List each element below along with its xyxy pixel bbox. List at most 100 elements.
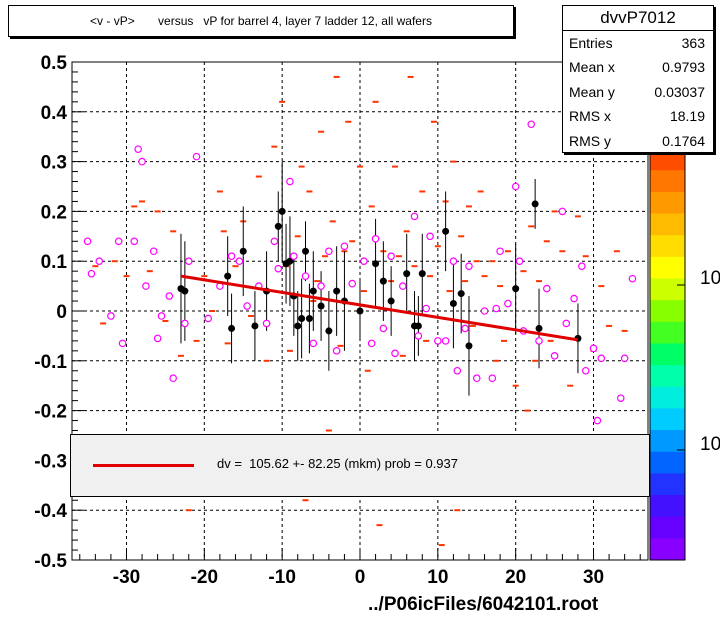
profile-point <box>239 247 247 255</box>
y-tick-label: -0.2 <box>34 402 67 423</box>
profile-point <box>465 342 473 350</box>
y-tick-label: 0.4 <box>41 103 68 124</box>
stats-value: 18.19 <box>669 108 705 125</box>
open-marker <box>243 302 251 310</box>
open-marker <box>181 319 189 328</box>
profile-point <box>387 297 395 305</box>
profile-point <box>325 327 333 335</box>
open-marker <box>235 257 244 266</box>
profile-point <box>317 302 325 310</box>
profile-point <box>333 287 341 295</box>
open-marker <box>543 284 551 293</box>
stats-value: 0.9793 <box>662 59 705 76</box>
stats-label: Entries <box>569 35 613 51</box>
open-marker <box>114 237 123 246</box>
open-marker <box>441 337 450 345</box>
open-marker <box>535 337 543 345</box>
x-tick-label: -10 <box>268 567 295 588</box>
open-marker <box>107 312 115 320</box>
stats-label: RMS y <box>569 132 611 149</box>
palette-swatch <box>650 191 685 215</box>
open-marker <box>270 237 279 246</box>
palette-swatch <box>650 430 685 453</box>
file-path-label: ../P06icFiles/6042101.root <box>368 594 599 615</box>
open-marker <box>157 312 166 320</box>
x-tick-label: 0 <box>355 567 366 588</box>
stats-value: 0.03037 <box>654 83 705 100</box>
palette-swatch <box>650 386 685 409</box>
open-marker <box>301 272 310 280</box>
open-marker <box>628 274 637 283</box>
profile-point <box>512 285 520 293</box>
profile-point <box>442 227 450 235</box>
open-marker <box>165 292 174 300</box>
y-tick-label: 0.2 <box>41 202 67 223</box>
stats-label: RMS x <box>569 108 611 125</box>
open-marker <box>550 352 559 360</box>
open-marker <box>204 314 213 323</box>
open-marker <box>616 394 625 402</box>
x-tick-label: -30 <box>113 567 140 588</box>
profile-point <box>274 222 282 230</box>
profile-point <box>356 307 364 315</box>
open-marker <box>332 347 341 355</box>
palette-swatch <box>650 213 685 236</box>
open-marker <box>488 374 497 383</box>
stats-row-mean-x: Mean x 0.9793 <box>563 55 713 79</box>
palette-label-upper: 10 <box>700 268 720 289</box>
y-tick-label: 0 <box>56 302 67 323</box>
profile-point <box>298 314 306 322</box>
open-marker <box>480 307 489 315</box>
profile-point <box>414 322 422 330</box>
profile-point <box>403 270 411 278</box>
open-marker <box>227 252 236 261</box>
profile-point <box>278 207 286 215</box>
open-marker <box>578 262 586 270</box>
open-marker <box>118 339 127 348</box>
profile-point <box>535 324 543 332</box>
open-marker <box>597 354 606 363</box>
open-marker <box>274 264 283 273</box>
open-marker <box>581 366 590 375</box>
open-marker <box>570 294 578 303</box>
palette-swatch <box>650 516 685 539</box>
open-marker <box>340 242 349 251</box>
stats-box: dvvP7012 Entries 363 Mean x 0.9793 Mean … <box>562 5 714 153</box>
x-tick-label: 10 <box>427 567 448 588</box>
open-marker <box>461 324 469 333</box>
y-tick-label: 0.3 <box>41 153 67 174</box>
profile-point <box>418 270 426 278</box>
open-marker <box>472 374 481 383</box>
x-tick-label: 20 <box>505 567 526 588</box>
open-marker <box>558 207 567 216</box>
profile-point <box>228 324 236 332</box>
open-marker <box>192 152 201 161</box>
palette-swatch <box>650 451 685 474</box>
y-tick-label: -0.5 <box>34 551 67 572</box>
y-tick-label: 0.5 <box>41 53 68 74</box>
stats-label: Mean x <box>569 59 615 76</box>
open-marker <box>434 337 442 345</box>
y-tick-label: -0.3 <box>34 451 67 472</box>
fit-legend: dv = 105.62 +- 82.25 (mkm) prob = 0.937 <box>70 434 650 497</box>
profile-point <box>286 257 294 265</box>
profile-point <box>181 287 189 295</box>
profile-point <box>294 322 302 330</box>
open-marker <box>184 257 193 266</box>
open-marker <box>360 257 368 266</box>
open-marker <box>399 282 407 290</box>
profile-point <box>449 300 457 308</box>
fit-result-text: dv = 105.62 +- 82.25 (mkm) prob = 0.937 <box>217 456 459 471</box>
axes: -30 -20 -10 0 10 20 30 0.5 0.4 0.3 0.2 0.1 0 -0.1 -0.2… <box>34 53 641 588</box>
open-marker <box>367 339 376 348</box>
open-marker <box>465 262 473 270</box>
open-marker <box>387 252 395 261</box>
y-tick-label: 0.1 <box>41 252 68 273</box>
palette-swatch <box>650 148 685 171</box>
y-tick-label: -0.4 <box>34 501 67 522</box>
palette-swatch <box>650 278 685 301</box>
open-marker <box>130 237 139 246</box>
open-marker <box>83 237 92 246</box>
palette-swatch <box>650 256 685 280</box>
open-marker <box>325 247 333 256</box>
